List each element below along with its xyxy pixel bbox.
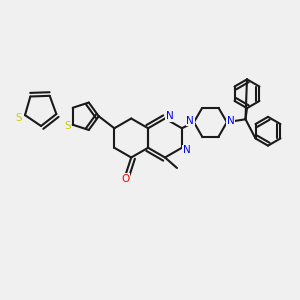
Text: S: S bbox=[64, 121, 70, 131]
Text: N: N bbox=[182, 145, 190, 155]
Text: N: N bbox=[186, 116, 194, 126]
Text: N: N bbox=[226, 116, 234, 126]
Text: S: S bbox=[15, 113, 22, 123]
Text: N: N bbox=[166, 111, 173, 121]
Text: O: O bbox=[122, 173, 130, 184]
